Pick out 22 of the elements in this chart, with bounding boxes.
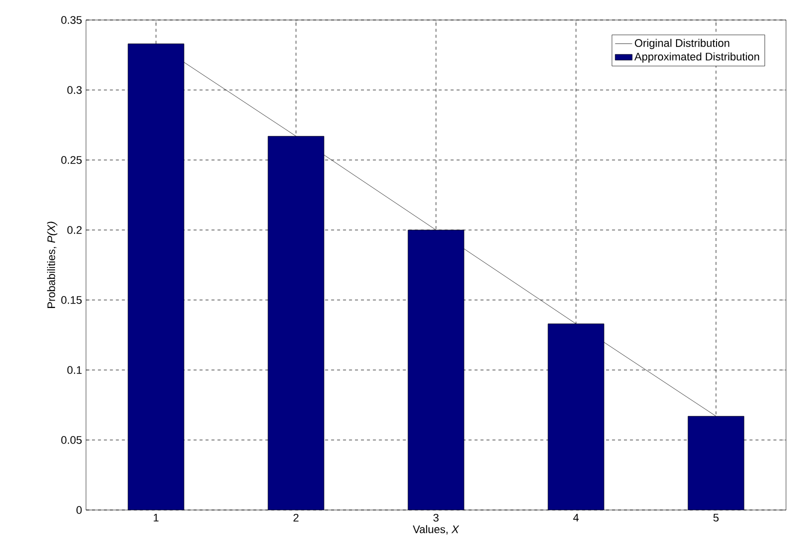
bar <box>128 44 184 510</box>
x-tick-label: 5 <box>713 514 719 522</box>
x-axis-title: Values, X <box>412 525 460 534</box>
y-tick-label: 0.25 <box>61 156 82 164</box>
x-tick-label: 4 <box>573 514 579 522</box>
x-tick-label: 2 <box>294 514 298 522</box>
y-axis-title: Probabilities, P(X) <box>47 222 58 308</box>
bar <box>268 136 324 510</box>
y-tick-label: 0 <box>76 506 82 514</box>
y-tick-label: 0.2 <box>67 226 82 234</box>
legend-label: Approximated Distribution <box>634 52 760 63</box>
y-tick-label: 0.35 <box>61 16 82 24</box>
x-tick-label: 3 <box>433 514 439 522</box>
x-tick-label: 1 <box>154 514 159 522</box>
bar <box>688 416 744 510</box>
legend-label: Original Distribution <box>634 38 730 50</box>
y-tick-label: 0.05 <box>61 436 82 444</box>
y-tick-label: 0.15 <box>61 296 82 304</box>
y-tick-label: 0.3 <box>67 86 82 94</box>
bar <box>548 324 604 510</box>
y-tick-label: 0.1 <box>67 366 82 374</box>
bar <box>408 230 464 510</box>
